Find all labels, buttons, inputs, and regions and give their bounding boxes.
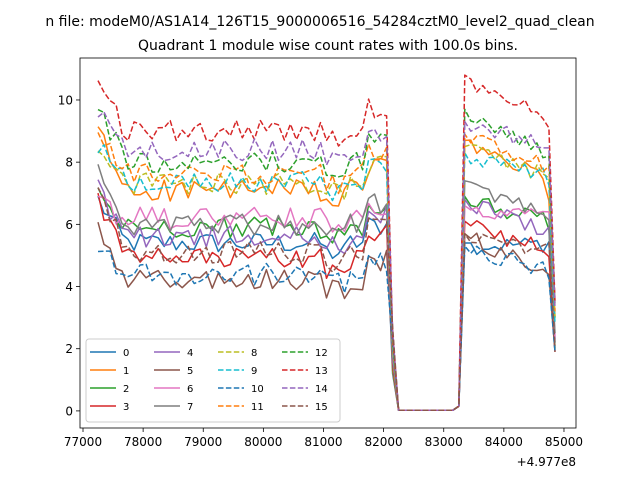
legend-label-12: 12 [315, 348, 328, 359]
legend-label-2: 2 [123, 384, 129, 395]
x-tick-label: 85000 [545, 435, 583, 449]
series-line-12 [97, 108, 556, 412]
series-line-13 [97, 74, 556, 412]
y-tick-label: 10 [58, 93, 73, 107]
x-tick-label: 81000 [304, 435, 342, 449]
series-layer [97, 74, 556, 412]
legend-label-10: 10 [251, 384, 264, 395]
series-line-10 [97, 245, 556, 412]
legend-label-1: 1 [123, 366, 129, 377]
x-offset-label: +4.977e8 [517, 455, 576, 469]
series-line-14 [97, 111, 556, 412]
legend-label-11: 11 [251, 402, 264, 413]
legend-label-5: 5 [187, 366, 193, 377]
series-line-7 [97, 164, 556, 412]
x-tick-label: 83000 [425, 435, 463, 449]
y-tick-label: 8 [65, 156, 73, 170]
x-tick-label: 80000 [244, 435, 282, 449]
series-line-6 [97, 195, 556, 412]
series-line-1 [97, 126, 556, 412]
y-tick-label: 6 [65, 218, 73, 232]
legend-label-6: 6 [187, 384, 193, 395]
y-tick-label: 0 [65, 404, 73, 418]
y-tick-label: 2 [65, 342, 73, 356]
legend-label-15: 15 [315, 402, 328, 413]
x-tick-label: 84000 [485, 435, 523, 449]
legend-label-3: 3 [123, 402, 129, 413]
series-line-15 [97, 187, 556, 412]
legend-label-7: 7 [187, 402, 193, 413]
series-line-8 [97, 143, 556, 412]
x-tick-label: 78000 [124, 435, 162, 449]
series-line-3 [97, 192, 556, 412]
legend-box [85, 338, 341, 423]
x-tick-label: 82000 [365, 435, 403, 449]
y-tick-label: 4 [65, 280, 73, 294]
x-axis: 77000 78000 79000 80000 81000 82000 83000 84000… [64, 428, 583, 449]
legend-label-0: 0 [123, 348, 129, 359]
plot-frame [79, 57, 577, 429]
x-tick-label: 79000 [184, 435, 222, 449]
chart-title: Quadrant 1 module wise count rates with … [138, 38, 518, 54]
legend-label-13: 13 [315, 366, 328, 377]
legend-label-9: 9 [251, 366, 257, 377]
series-line-11 [97, 132, 556, 412]
series-line-0 [97, 195, 556, 412]
legend-label-8: 8 [251, 348, 257, 359]
y-axis: 0 2 4 6 8 10 [58, 93, 80, 418]
legend-label-4: 4 [187, 348, 193, 359]
legend-label-14: 14 [315, 384, 328, 395]
x-tick-label: 77000 [64, 435, 102, 449]
figure-suptitle: n file: modeM0/AS1A14_126T15_9000006516_… [45, 14, 594, 30]
